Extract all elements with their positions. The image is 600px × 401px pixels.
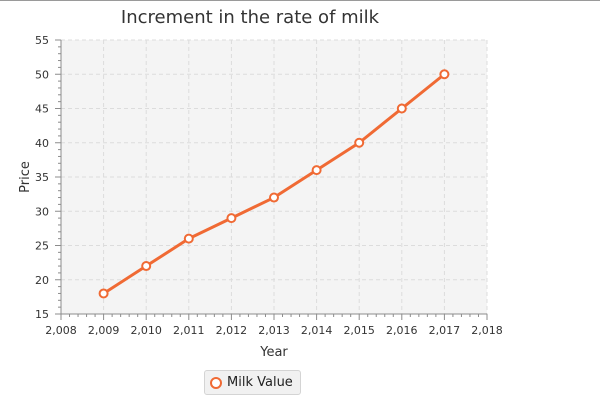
x-tick-label: 2,009 <box>88 324 120 337</box>
y-tick-label: 40 <box>35 137 49 150</box>
x-tick-label: 2,012 <box>216 324 248 337</box>
data-point <box>439 69 450 80</box>
y-tick-label: 50 <box>35 68 49 81</box>
y-tick-label: 35 <box>35 171 49 184</box>
y-tick-label: 55 <box>35 34 49 47</box>
x-tick-label: 2,011 <box>173 324 205 337</box>
x-tick-label: 2,015 <box>343 324 375 337</box>
data-point <box>98 288 109 299</box>
x-axis-label: Year <box>259 345 288 360</box>
y-axis-label: Price <box>18 161 33 193</box>
x-tick-label: 2,008 <box>45 324 77 337</box>
data-point <box>141 261 152 272</box>
x-tick-label: 2,014 <box>301 324 333 337</box>
data-point <box>226 213 237 224</box>
data-point <box>396 103 407 114</box>
x-tick-label: 2,017 <box>429 324 461 337</box>
y-tick-label: 25 <box>35 240 49 253</box>
x-tick-label: 2,016 <box>386 324 418 337</box>
legend-marker-icon <box>210 376 222 389</box>
legend[interactable]: Milk Value <box>204 370 301 395</box>
y-tick-label: 15 <box>35 308 49 321</box>
y-tick-label: 20 <box>35 274 49 287</box>
data-point <box>269 192 279 203</box>
y-tick-label: 30 <box>35 205 49 218</box>
data-point <box>354 137 365 148</box>
legend-label: Milk Value <box>227 375 293 390</box>
data-point <box>311 165 322 176</box>
data-point <box>183 233 194 244</box>
y-tick-label: 45 <box>35 103 49 116</box>
x-tick-label: 2,013 <box>258 324 290 337</box>
top-border-line <box>0 0 600 1</box>
chart-title: Increment in the rate of milk <box>120 7 380 28</box>
x-tick-label: 2,010 <box>130 324 162 337</box>
x-tick-label: 2,018 <box>471 324 503 337</box>
